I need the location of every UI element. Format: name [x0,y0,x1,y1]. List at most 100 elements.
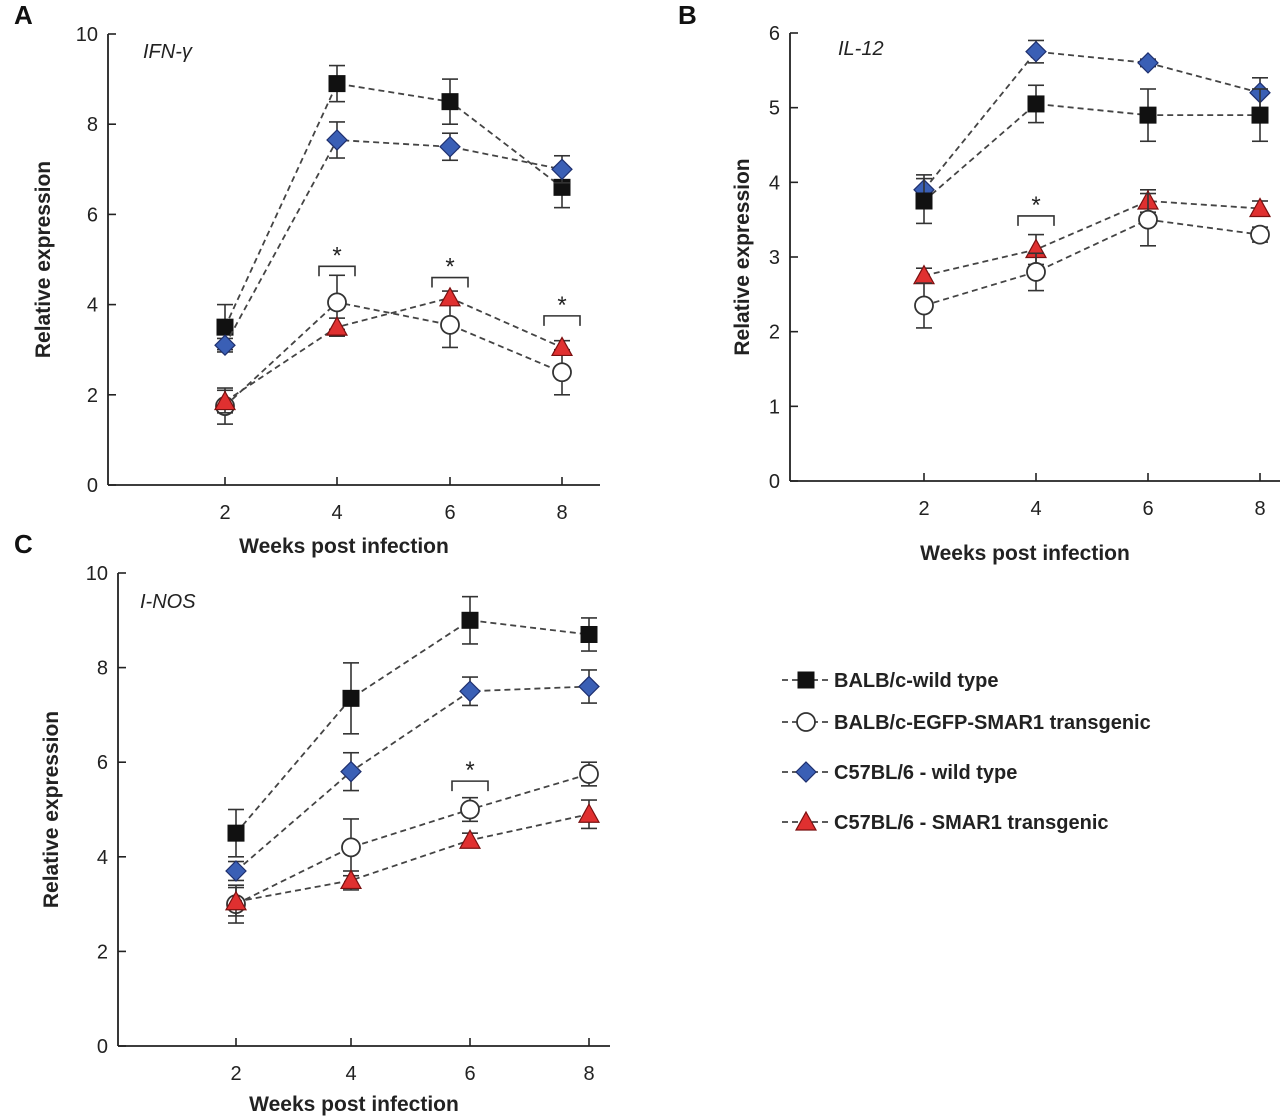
legend-marker-square [797,671,815,689]
series-diamond [913,39,1271,206]
legend-label: C57BL/6 - wild type [834,762,1017,784]
y-tick-label: 10 [76,24,98,46]
series-square [915,84,1269,225]
data-point-square [441,93,459,111]
data-point-square [227,824,245,842]
data-point-triangle [458,829,482,849]
y-tick-label: 0 [97,1036,108,1058]
significance-star: * [1031,192,1040,219]
data-point-square [342,689,360,707]
y-tick-label: 3 [769,247,780,269]
data-point-triangle [438,286,462,307]
x-tick-label: 2 [230,1063,241,1085]
legend-item: BALB/c-EGFP-SMAR1 transgenic [782,712,1151,734]
data-point-triangle [550,336,574,357]
series-square [227,595,598,858]
data-point-circle [341,837,361,858]
data-point-circle [1250,224,1270,245]
data-point-square [216,318,234,336]
legend-marker-circle [796,712,816,732]
y-tick-label: 0 [87,475,98,497]
significance-bracket [1017,215,1055,226]
data-point-circle [579,764,599,784]
series-diamond [225,669,600,882]
series-circle [914,192,1270,329]
series-line [224,296,563,403]
series-triangle [224,799,601,917]
x-axis-title: Weeks post infection [239,535,449,558]
data-point-diamond [439,135,461,158]
data-point-circle [1026,262,1046,282]
data-point-square [461,611,479,629]
y-tick-label: 4 [97,847,108,869]
gene-label: I-NOS [140,591,196,613]
x-tick-label: 4 [331,502,342,524]
series-line [224,82,563,328]
series-line [224,301,563,407]
series-triangle [912,189,1272,285]
series-circle [215,274,572,425]
x-tick-label: 8 [556,502,567,524]
y-tick-label: 6 [769,23,780,45]
legend: BALB/c-wild type BALB/c-EGFP-SMAR1 transg… [782,670,1151,834]
series-line [224,139,563,346]
x-tick-label: 2 [918,498,929,520]
legend-label: BALB/c-EGFP-SMAR1 transgenic [834,712,1151,734]
x-tick-label: 8 [1254,498,1265,520]
series-line [923,102,1260,202]
y-axis-title: Relative expression [40,711,63,908]
series-circle [226,761,599,924]
y-tick-label: 6 [97,752,108,774]
x-tick-label: 6 [1142,498,1153,520]
x-tick-label: 4 [345,1063,356,1085]
data-point-diamond [214,334,236,357]
significance-bracket [543,315,581,326]
x-tick-label: 6 [464,1063,475,1085]
series-square [216,64,571,351]
y-tick-label: 4 [769,172,780,194]
significance-bracket [431,276,469,288]
y-tick-label: 8 [87,114,98,136]
data-point-diamond [1025,40,1047,63]
x-tick-label: 6 [444,502,455,524]
data-point-square [1139,106,1157,124]
x-tick-label: 4 [1030,498,1041,520]
significance-bracket [451,780,489,792]
series-line [235,813,590,903]
x-axis-title: Weeks post infection [249,1093,459,1116]
y-tick-label: 4 [87,295,98,317]
gene-label: IFN-γ [143,41,193,63]
data-point-diamond [340,760,362,783]
data-point-circle [327,292,347,313]
y-tick-label: 8 [97,658,108,680]
series-line [923,200,1261,277]
series-line [235,619,590,834]
data-point-square [915,192,933,210]
panel-b: B IL-12 0 1 2 3 4 5 6 2 4 6 8 Weeks post infection Rel… [678,0,1280,565]
series-diamond [214,121,573,357]
data-point-triangle [1248,197,1272,218]
data-point-diamond [225,860,247,882]
data-point-triangle [339,869,363,890]
data-point-circle [440,314,460,335]
series-line [923,50,1261,191]
y-tick-label: 0 [769,471,780,493]
significance-star: * [465,757,474,784]
y-axis-title: Relative expression [32,161,55,358]
data-point-square [1251,106,1269,124]
panel-a: A IFN-γ 0 2 4 6 8 10 2 4 6 8 Weeks post infection Rel… [14,0,600,558]
data-point-diamond [551,158,573,181]
significance-star: * [557,292,566,319]
data-point-triangle [577,802,601,823]
data-point-diamond [578,675,600,698]
y-tick-label: 2 [769,322,780,344]
data-point-circle [914,295,934,316]
data-point-square [328,75,346,93]
data-point-circle [1138,209,1158,230]
y-tick-label: 1 [769,396,780,418]
x-tick-label: 2 [219,502,230,524]
data-point-circle [552,362,572,383]
y-tick-label: 2 [87,385,98,407]
y-tick-label: 10 [86,563,108,585]
